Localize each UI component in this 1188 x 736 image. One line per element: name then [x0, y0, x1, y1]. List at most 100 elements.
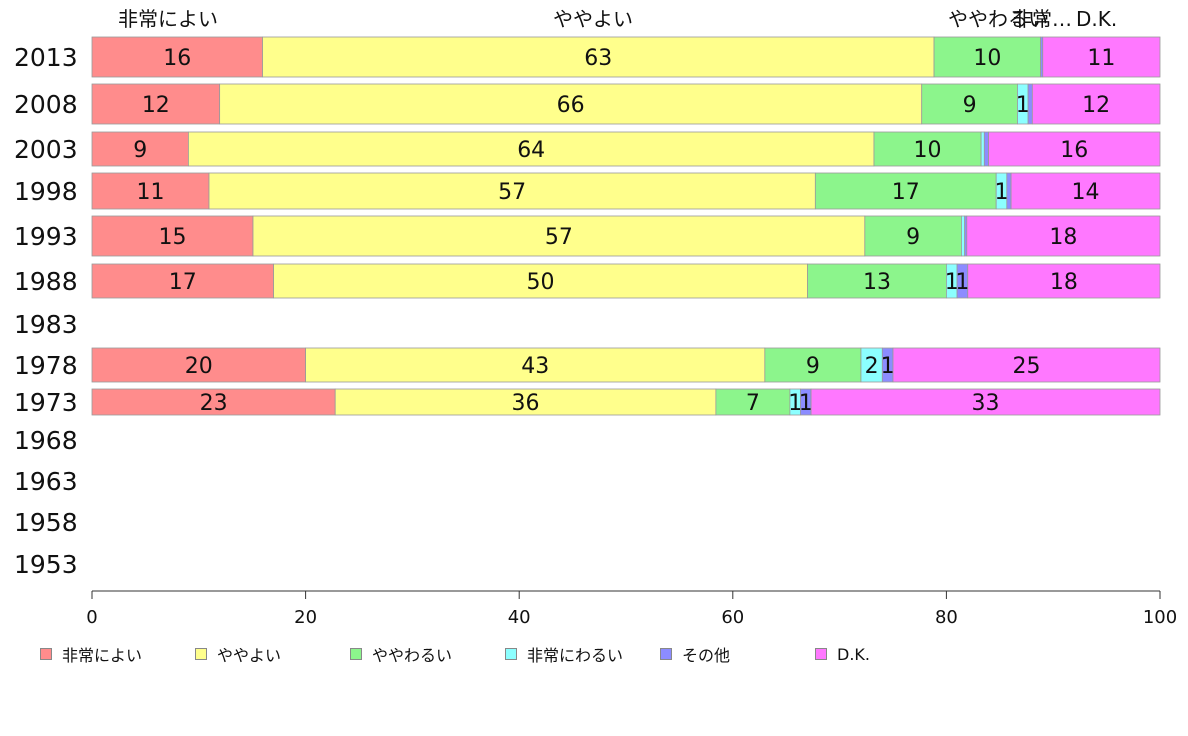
data-label: 36 [512, 391, 540, 416]
bar-segment [1006, 172, 1012, 210]
data-label: 33 [972, 391, 1000, 416]
data-label: 9 [806, 354, 820, 379]
year-label: 1988 [14, 267, 78, 296]
data-label: 1 [945, 270, 959, 295]
legend-label: 非常によい [62, 646, 143, 665]
bar-segment [262, 36, 935, 78]
year-label: 1993 [14, 222, 78, 251]
data-label: 18 [1050, 270, 1078, 295]
data-label: 16 [1060, 138, 1088, 163]
data-label: 18 [1049, 225, 1077, 250]
bar-segment [873, 131, 982, 167]
data-label: 17 [169, 270, 197, 295]
year-label: 1998 [14, 177, 78, 206]
legend-swatch [815, 648, 827, 660]
bar-segment [980, 131, 985, 167]
top-series-label: D.K. [1076, 7, 1117, 31]
x-tick-label: 100 [1143, 607, 1177, 628]
x-tick-label: 60 [721, 607, 744, 628]
data-label: 63 [584, 46, 612, 71]
year-label: 1973 [14, 388, 78, 417]
bar-segment [334, 388, 717, 416]
legend-item: D.K. [815, 644, 870, 664]
data-label: 57 [498, 180, 526, 205]
data-label: 10 [973, 46, 1001, 71]
bar-segment [91, 131, 189, 167]
data-label: 11 [1087, 46, 1115, 71]
data-label: 17 [892, 180, 920, 205]
data-label: 1 [881, 354, 895, 379]
bar-segment [219, 83, 923, 125]
data-label: 13 [863, 270, 891, 295]
bar-segment [91, 83, 221, 125]
bar-segment [814, 172, 997, 210]
bar-segment [91, 388, 336, 416]
bar-segment [864, 215, 962, 257]
bar-segment [966, 215, 1161, 257]
year-label: 1983 [14, 310, 78, 339]
year-label: 2013 [14, 43, 78, 72]
legend-swatch [660, 648, 672, 660]
top-series-label: ややよい [553, 7, 633, 31]
data-label: 1 [1016, 93, 1030, 118]
bar-segment [933, 36, 1042, 78]
legend-item: 非常にわるい [505, 644, 624, 665]
data-label: 2 [865, 354, 879, 379]
data-label: 1 [788, 391, 802, 416]
data-label: 64 [517, 138, 545, 163]
year-label: 2008 [14, 90, 78, 119]
legend-item: ややよい [195, 644, 282, 665]
bar-segment [91, 215, 254, 257]
data-label: 14 [1072, 180, 1100, 205]
data-label: 1 [799, 391, 813, 416]
legend-item: その他 [660, 644, 731, 665]
x-tick-label: 20 [294, 607, 317, 628]
x-tick-label: 0 [86, 607, 97, 628]
data-label: 11 [137, 180, 165, 205]
bar-segment [961, 215, 966, 257]
legend-item: 非常によい [40, 644, 143, 665]
data-label: 66 [557, 93, 585, 118]
bar-segment [921, 83, 1018, 125]
year-label: 1978 [14, 351, 78, 380]
legend-label: ややわるい [372, 646, 453, 665]
year-label: 2003 [14, 135, 78, 164]
year-label: 1968 [14, 426, 78, 455]
data-label: 12 [1082, 93, 1110, 118]
bar-segment [91, 36, 263, 78]
top-series-label: 非常によい [118, 7, 218, 31]
data-label: 16 [163, 46, 191, 71]
data-label: 1 [995, 180, 1009, 205]
legend-item: ややわるい [350, 644, 453, 665]
top-series-label: ややわるい [948, 7, 1048, 31]
bar-segment [273, 263, 808, 299]
x-tick-label: 80 [935, 607, 958, 628]
data-label: 12 [142, 93, 170, 118]
legend-label: 非常にわるい [527, 646, 624, 665]
bar-segment [764, 347, 862, 383]
legend-swatch [350, 648, 362, 660]
bar-segment [715, 388, 791, 416]
data-label: 57 [545, 225, 573, 250]
legend-label: その他 [682, 646, 731, 665]
legend-label: D.K. [837, 644, 870, 664]
data-label: 7 [746, 391, 760, 416]
legend: 非常によい ややよい ややわるい 非常にわるい その他 D.K. [40, 644, 1140, 666]
bar-segment [807, 263, 947, 299]
legend-swatch [40, 648, 52, 660]
top-series-label: 非常… [1012, 7, 1072, 31]
bar-segment [983, 131, 990, 167]
year-label: 1953 [14, 550, 78, 579]
bar-segment [988, 131, 1161, 167]
bar-segment [1010, 172, 1161, 210]
bar-segment [91, 172, 210, 210]
bar-segment [1031, 83, 1161, 125]
data-label: 1 [955, 270, 969, 295]
legend-swatch [505, 648, 517, 660]
year-label: 1963 [14, 467, 78, 496]
data-label: 9 [963, 93, 977, 118]
data-label: 15 [159, 225, 187, 250]
legend-label: ややよい [217, 646, 282, 665]
bar-segment [208, 172, 816, 210]
